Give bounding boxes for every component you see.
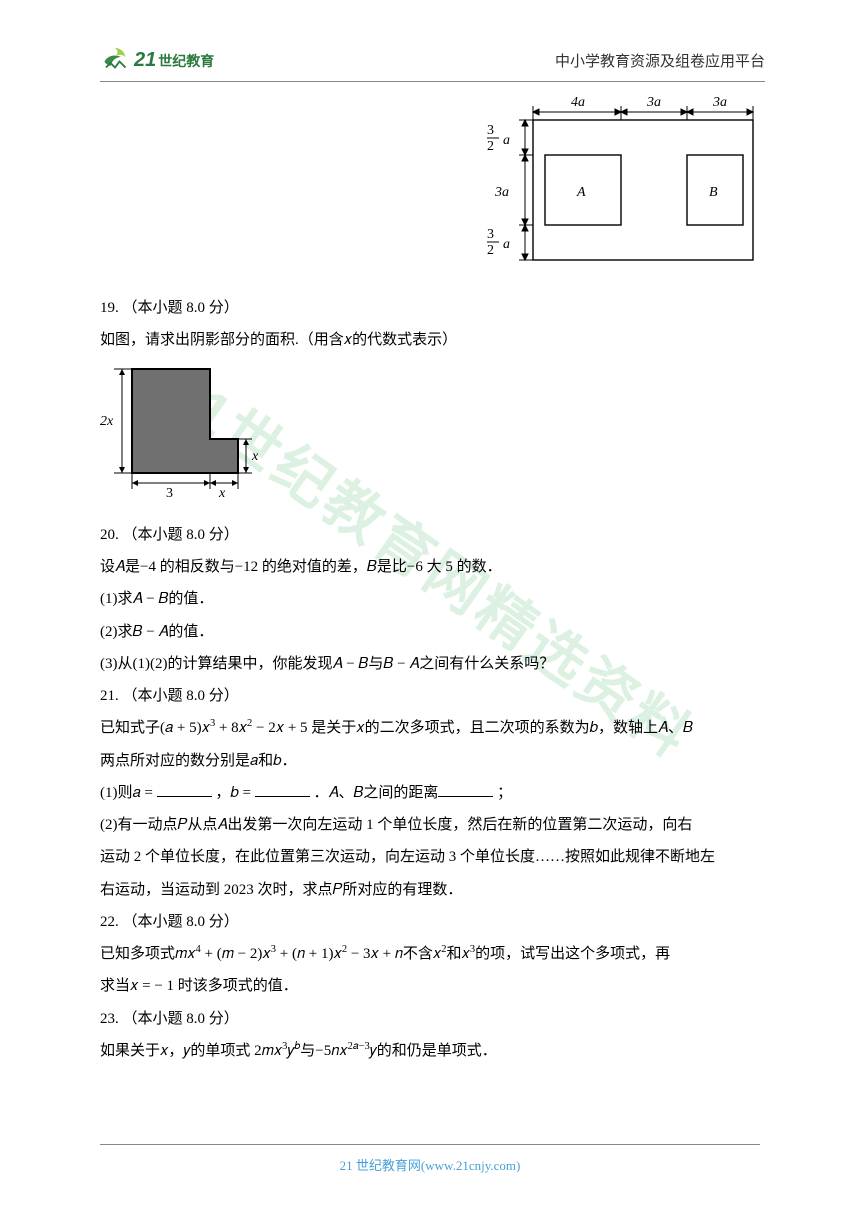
svg-text:a: a — [503, 237, 510, 252]
q21-l3: (1)则𝑎 = ，𝑏 = ．𝐴、𝐵之间的距离 ； — [100, 777, 765, 809]
content: 4a 3a 3a 3 2 a — [100, 92, 765, 1067]
q20-l2: (1)求𝐴 − 𝐵的值． — [100, 583, 765, 615]
fig-box-b: B — [709, 185, 718, 200]
q20-heading: 20. （本小题 8.0 分） — [100, 519, 765, 551]
logo-number: 21 — [134, 49, 156, 72]
q21-number: 21. — [100, 688, 119, 704]
svg-text:2: 2 — [487, 243, 494, 258]
page-header: 21 世纪教育 中小学教育资源及组卷应用平台 — [100, 45, 765, 75]
q19-points: （本小题 8.0 分） — [123, 300, 239, 316]
svg-text:3: 3 — [487, 123, 494, 138]
q22-points: （本小题 8.0 分） — [123, 914, 239, 930]
q19-heading: 19. （本小题 8.0 分） — [100, 292, 765, 324]
footer-rule — [100, 1144, 760, 1145]
q21-l6: 右运动，当运动到 2023 次时，求点𝑃所对应的有理数． — [100, 874, 765, 906]
q22-heading: 22. （本小题 8.0 分） — [100, 906, 765, 938]
q21-heading: 21. （本小题 8.0 分） — [100, 680, 765, 712]
fig-top-label-3a2: 3a — [712, 95, 727, 110]
blank-dist — [438, 782, 493, 797]
footer-url: (www.21cnjy.com) — [421, 1158, 520, 1173]
q22-l1: 已知多项式𝑚𝑥4 + (𝑚 − 2)𝑥3 + (𝑛 + 1)𝑥2 − 3𝑥 + … — [100, 938, 765, 970]
q22-l2: 求当𝑥 = − 1 时该多项式的值． — [100, 970, 765, 1002]
q19-label-2x: 2x — [100, 414, 114, 429]
q23-heading: 23. （本小题 8.0 分） — [100, 1003, 765, 1035]
svg-text:a: a — [503, 133, 510, 148]
fig-top-label-4a: 4a — [571, 95, 585, 110]
q21-l4: (2)有一动点𝑃从点𝐴出发第一次向左运动 1 个单位长度，然后在新的位置第二次运… — [100, 809, 765, 841]
q19-label-3: 3 — [166, 486, 173, 501]
q19-label-xb: x — [218, 486, 226, 501]
q22-number: 22. — [100, 914, 119, 930]
logo-icon — [100, 45, 130, 75]
blank-a — [157, 782, 212, 797]
q21-l1: 已知式子(𝑎 + 5)𝑥3 + 8𝑥2 − 2𝑥 + 5 是关于𝑥的二次多项式，… — [100, 712, 765, 744]
svg-text:2: 2 — [487, 139, 494, 154]
logo-cn-text: 世纪教育 — [158, 51, 214, 71]
q20-l4: (3)从(1)(2)的计算结果中，你能发现𝐴 − 𝐵与𝐵 − 𝐴之间有什么关系吗… — [100, 648, 765, 680]
header-rule — [100, 81, 765, 82]
q23-points: （本小题 8.0 分） — [123, 1011, 239, 1027]
logo: 21 世纪教育 — [100, 45, 214, 75]
fig-top-label-3a1: 3a — [646, 95, 661, 110]
q20-l1: 设𝐴是−4 的相反数与−12 的绝对值的差，𝐵是比−6 大 5 的数． — [100, 551, 765, 583]
svg-text:3: 3 — [487, 227, 494, 242]
q19-text: 如图，请求出阴影部分的面积.（用含𝑥的代数式表示） — [100, 324, 765, 356]
q19-label-xr: x — [251, 449, 259, 464]
q21-l2: 两点所对应的数分别是𝑎和𝑏． — [100, 745, 765, 777]
q21-points: （本小题 8.0 分） — [123, 688, 239, 704]
page-footer: 21 世纪教育网(www.21cnjy.com) — [0, 1144, 860, 1174]
q19-number: 19. — [100, 300, 119, 316]
header-tagline: 中小学教育资源及组卷应用平台 — [555, 50, 765, 71]
q21-l5: 运动 2 个单位长度，在此位置第三次运动，向左运动 3 个单位长度……按照如此规… — [100, 841, 765, 873]
footer-brand: 21 世纪教育网 — [340, 1158, 421, 1173]
figure-dimensions-diagram: 4a 3a 3a 3 2 a — [485, 92, 765, 282]
q19-figure: 2x x 3 x — [100, 361, 260, 501]
blank-b — [255, 782, 310, 797]
q20-number: 20. — [100, 527, 119, 543]
fig-left-3a: 3a — [494, 185, 509, 200]
q23-number: 23. — [100, 1011, 119, 1027]
fig-box-a: A — [576, 185, 586, 200]
q23-l1: 如果关于𝑥，𝑦的单项式 2𝑚𝑥3𝑦𝑏与−5𝑛𝑥2𝑎−3𝑦的和仍是单项式． — [100, 1035, 765, 1067]
q20-points: （本小题 8.0 分） — [123, 527, 239, 543]
q20-l3: (2)求𝐵 − 𝐴的值． — [100, 616, 765, 648]
